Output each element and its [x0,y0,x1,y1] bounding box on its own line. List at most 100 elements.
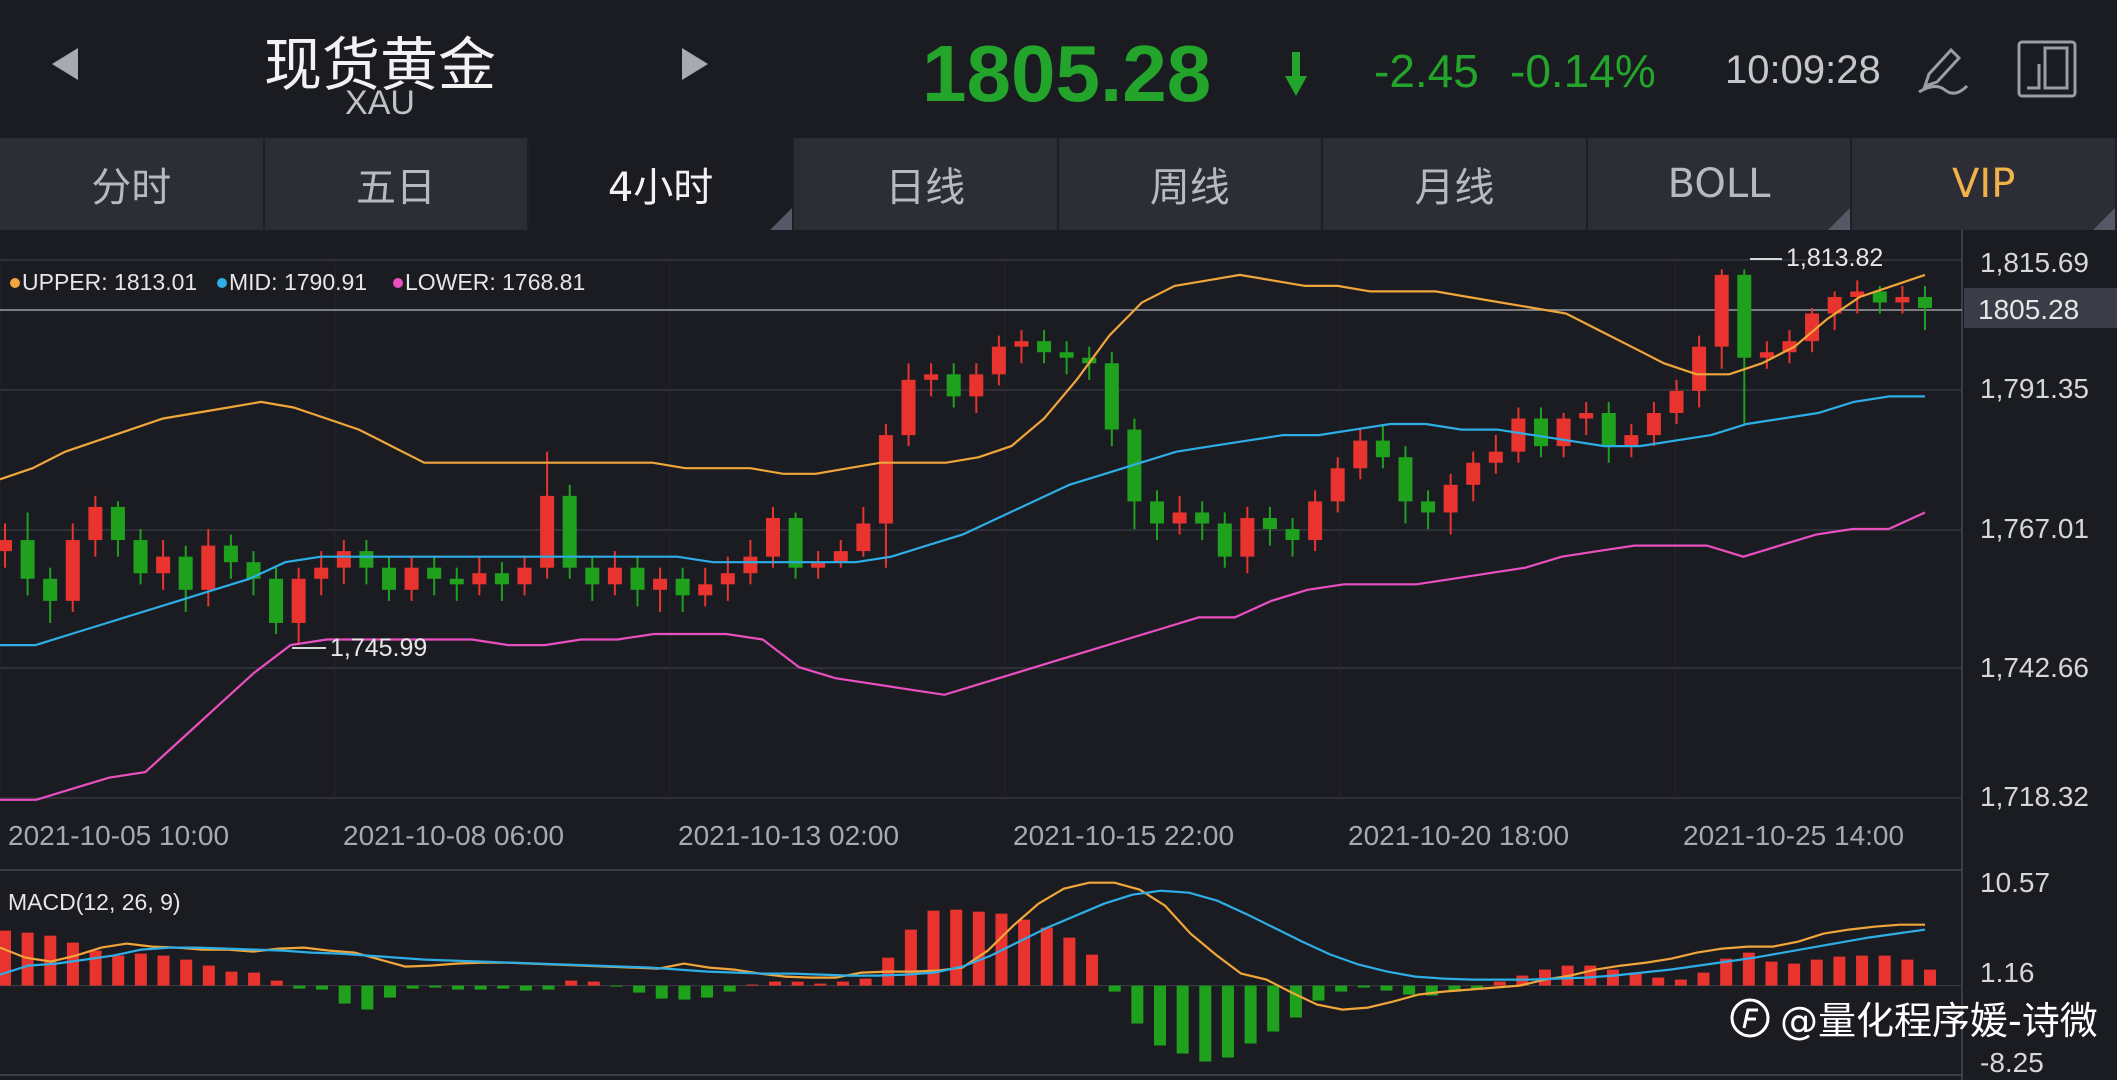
upper-legend-dot [10,278,20,288]
candle-body [1534,418,1548,447]
macd-histogram-bar [859,978,872,986]
macd-histogram-bar [316,985,329,990]
candle-body [1624,435,1639,447]
next-symbol-arrow-icon[interactable] [682,48,708,80]
macd-histogram-bar [1289,985,1302,1018]
macd-y-tick-3: -8.25 [1980,1047,2044,1078]
candle-body [1737,274,1752,358]
candle-body [1240,517,1255,557]
down-arrow-icon [1285,52,1307,96]
tab-vip[interactable]: VIP [1852,138,2117,230]
macd-histogram-bar [927,910,940,986]
macd-histogram-bar [1924,969,1936,986]
candle-body [359,551,374,568]
macd-histogram-bar [1154,985,1166,1046]
y-tick-5: 1,718.32 [1980,781,2089,812]
candle-body [43,578,58,601]
candle-body [382,567,396,590]
candle-body [133,540,148,574]
macd-histogram-bar [1063,937,1076,986]
tab-monthly[interactable]: 月线 [1323,138,1588,230]
macd-histogram-bar [814,983,827,986]
candle-body [969,374,984,397]
toutiao-logo-icon [1730,998,1770,1037]
macd-histogram-bar [1403,985,1416,995]
y-tick-1: 1,815.69 [1980,247,2089,278]
candle-body [404,567,419,590]
candle-body [1850,291,1865,297]
tab-five-day[interactable]: 五日 [265,138,530,230]
candle-body [1059,352,1074,358]
macd-histogram-bar [701,985,714,998]
macd-histogram-bar [1629,972,1642,986]
macd-histogram-bar [406,985,419,989]
tab-indicator-boll[interactable]: BOLL [1588,138,1853,230]
macd-histogram-bar [112,955,125,986]
candle-body [1601,412,1616,447]
macd-histogram-bar [836,981,849,986]
candle-body [562,495,577,568]
quote-time: 10:09:28 [1725,48,1881,92]
candle-body [1759,352,1774,358]
macd-histogram-bar [519,985,532,991]
macd-histogram-bar [338,985,351,1004]
macd-histogram-bar [1199,985,1212,1062]
fullscreen-rotate-icon[interactable] [2015,38,2079,100]
dropdown-corner-icon [769,208,792,230]
tab-label: 4小时 [607,165,714,211]
macd-histogram-bar [270,980,283,986]
candle-body [1895,296,1910,303]
macd-histogram-bar [1221,985,1234,1058]
candle-body [1353,440,1368,469]
candle-body [1150,501,1164,524]
macd-histogram-bar [1108,985,1121,992]
tab-4hour[interactable]: 4小时 [529,138,794,230]
macd-histogram-bar [1176,985,1189,1054]
watermark: @量化程序媛-诗微 [1730,990,2098,1045]
macd-histogram-bar [633,985,646,993]
macd-histogram-bar [723,985,736,992]
candle-body [788,517,803,568]
candlestick-chart[interactable]: UPPER: 1813.01 MID: 1790.91 LOWER: 1768.… [0,230,2117,1080]
candle-body [314,567,329,579]
prev-symbol-arrow-icon[interactable] [52,48,78,80]
last-price: 1805.28 [922,29,1212,118]
macd-histogram-bar [904,929,917,986]
x-tick-2: 2021-10-08 06:00 [343,820,564,851]
candle-body [427,567,442,579]
lower-legend-dot [393,278,403,288]
macd-histogram-bar [134,953,147,986]
tab-label: 分时 [91,165,172,211]
tab-weekly[interactable]: 周线 [1059,138,1324,230]
candle-body [540,495,555,568]
macd-histogram-bar [1697,972,1710,986]
macd-histogram-bar [1584,965,1597,986]
candle-body [1375,440,1390,458]
y-tick-2: 1,791.35 [1980,373,2089,404]
watermark-text: @量化程序媛-诗微 [1780,999,2098,1043]
candle-body [1488,451,1503,463]
candle-body [1172,512,1187,524]
macd-histogram-bar [655,985,668,999]
mid-band-line [0,395,1925,647]
candle-body [336,551,351,568]
tab-intraday[interactable]: 分时 [0,138,265,230]
pen-draw-icon[interactable] [1915,42,1969,96]
candle-body [1104,363,1119,430]
macd-histogram-bar [89,950,102,986]
macd-histogram-bar [950,909,963,986]
tab-label: 五日 [355,165,436,211]
tab-daily[interactable]: 日线 [794,138,1059,230]
candle-body [1556,418,1571,447]
macd-histogram-bar [180,959,193,986]
tab-label: 周线 [1149,165,1230,211]
candle-body [110,506,125,541]
macd-histogram-bar [746,984,759,986]
macd-histogram-bar [1833,956,1846,986]
candle-body [878,435,893,524]
macd-dea-line [0,889,1926,981]
candle-body [1827,296,1842,314]
macd-histogram-bar [610,985,623,987]
macd-histogram-bar [972,911,985,986]
candle-body [1421,501,1436,513]
